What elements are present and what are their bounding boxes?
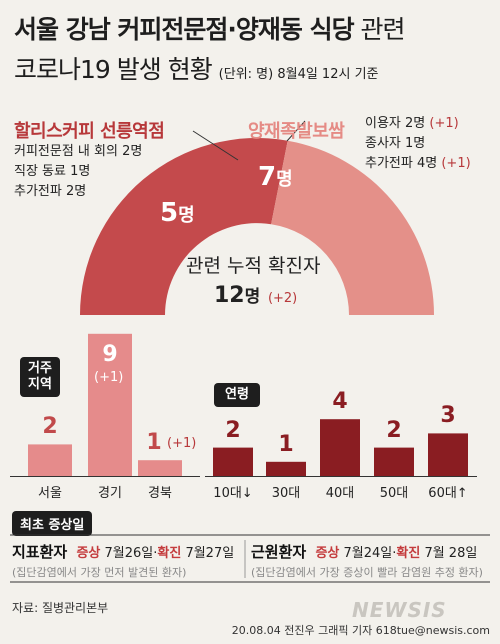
category-label-1: 30대 xyxy=(271,486,301,501)
bar-annotation-2: (+1) xyxy=(167,436,197,452)
bar-value-label-2: 4 xyxy=(332,389,348,415)
left-details: 커피전문점 내 회의 2명 직장 동료 1명 추가전파 2명 xyxy=(14,142,142,202)
bar-value-label-3: 2 xyxy=(386,417,402,443)
arc-segment-right xyxy=(271,140,434,315)
bar-value-label-0: 2 xyxy=(42,414,58,440)
category-label-3: 50대 xyxy=(379,486,409,501)
left-detail-1: 커피전문점 내 회의 2명 xyxy=(14,144,143,159)
right-detail-1: 이용자 2명 (+1) xyxy=(365,116,459,131)
watermark-logo: NEWSIS xyxy=(352,598,447,622)
right-details: 이용자 2명 (+1) 종사자 1명 추가전파 4명 (+1) xyxy=(365,114,471,174)
right-callout-line xyxy=(286,120,306,142)
bar-value-label-4: 3 xyxy=(440,403,456,429)
first-symptom-title: 최초 증상일 xyxy=(12,511,93,536)
bar-annotation-1: (+1) xyxy=(94,369,124,385)
title-line1: 서울 강남 커피전문점·양재동 식당 관련 xyxy=(14,15,406,44)
region-bar-chart xyxy=(10,333,200,477)
source-patient-dates: 증상 7월24일·확진 7월 28일 xyxy=(315,546,478,561)
bar-value-label-1: 1 xyxy=(278,431,294,457)
index-patient: 지표환자 증상 7월26일·확진 7월27일 (집단감염에서 가장 먼저 발견된… xyxy=(12,541,234,580)
right-place-name: 양재족발보쌈 xyxy=(248,121,345,142)
category-label-2: 40대 xyxy=(325,486,355,501)
bar-0 xyxy=(28,444,72,476)
source-patient-name: 근원환자 xyxy=(251,543,307,561)
title-line2: 코로나19 발생 현황 (단위: 명) 8월4일 12시 기준 xyxy=(14,55,379,84)
source-patient: 근원환자 증상 7월24일·확진 7월 28일 (집단감염에서 가장 증상이 빨… xyxy=(251,541,483,580)
category-label-0: 10대↓ xyxy=(213,486,253,501)
region-category-labels: 서울 경기 경북 xyxy=(0,480,215,502)
credit-text: 20.08.04 전진우 그래픽 기자 618tue@newsis.com xyxy=(231,624,490,637)
left-detail-3: 추가전파 2명 xyxy=(14,184,87,199)
bar-1 xyxy=(88,333,132,476)
unit-note: (단위: 명) 8월4일 12시 기준 xyxy=(218,67,379,82)
source-patient-note: (집단감염에서 가장 증상이 빨라 감염원 추정 환자) xyxy=(251,566,483,579)
total-count: 12명 (+2) xyxy=(214,283,298,308)
bar-2 xyxy=(320,419,360,476)
bar-3 xyxy=(374,447,414,476)
bar-2 xyxy=(138,460,182,476)
left-detail-2: 직장 동료 1명 xyxy=(14,164,91,179)
bar-value-label-2: 1 xyxy=(146,430,162,456)
age-chart-title: 연령 xyxy=(214,383,260,407)
bar-value-label-1: 9 xyxy=(102,341,118,367)
category-label-2: 경북 xyxy=(148,486,172,501)
arc-segment-left xyxy=(80,138,288,315)
index-patient-note: (집단감염에서 가장 먼저 발견된 환자) xyxy=(12,566,187,579)
bar-1 xyxy=(266,461,306,476)
region-chart-title: 거주 지역 xyxy=(20,357,60,397)
age-category-labels: 10대↓ 30대 40대 50대 60대↑ xyxy=(205,480,495,502)
index-patient-dates: 증상 7월26일·확진 7월27일 xyxy=(76,546,235,561)
left-callout-line xyxy=(192,130,239,161)
bar-value-label-0: 2 xyxy=(225,417,241,443)
right-detail-2: 종사자 1명 xyxy=(365,136,426,151)
index-patient-name: 지표환자 xyxy=(12,543,68,561)
category-label-4: 60대↑ xyxy=(428,486,468,501)
bar-0 xyxy=(213,447,253,476)
right-detail-3: 추가전파 4명 (+1) xyxy=(365,156,471,171)
source-text: 자료: 질병관리본부 xyxy=(12,601,109,615)
category-label-1: 경기 xyxy=(98,486,122,501)
category-label-0: 서울 xyxy=(38,486,62,501)
left-place-name: 할리스커피 선릉역점 xyxy=(14,121,165,142)
left-count: 5명 xyxy=(160,198,195,228)
right-count: 7명 xyxy=(258,162,293,192)
bar-4 xyxy=(428,433,468,476)
total-label: 관련 누적 확진자 xyxy=(186,255,321,277)
total-arc-chart xyxy=(80,120,434,315)
age-bar-chart xyxy=(205,419,477,477)
